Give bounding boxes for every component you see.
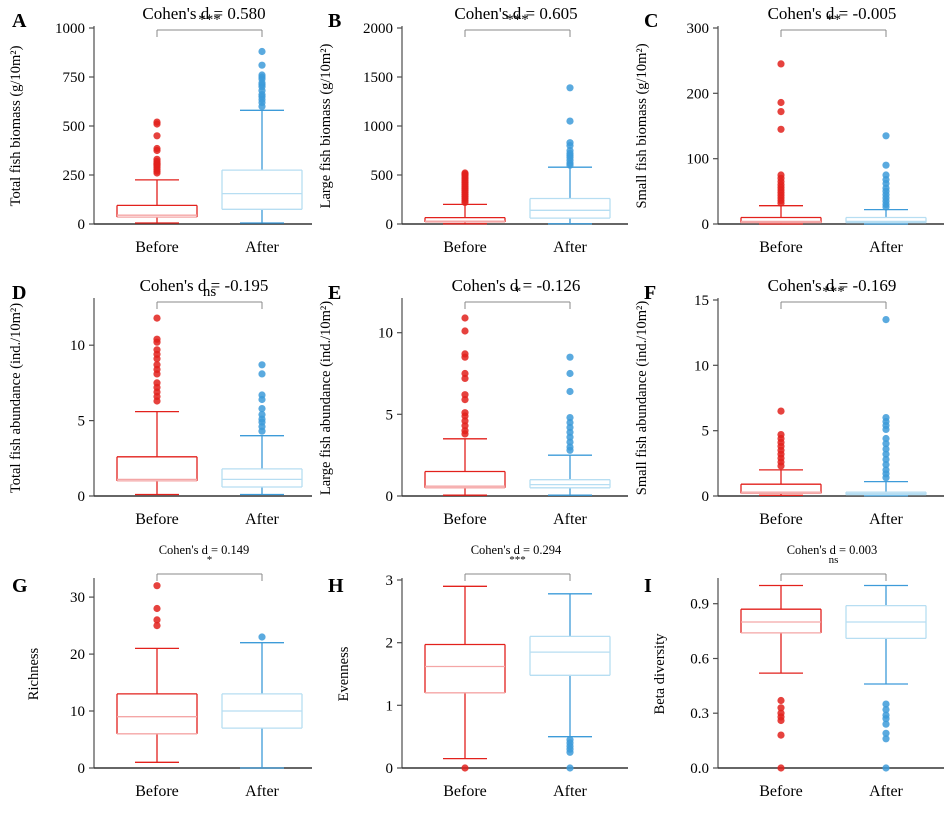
- svg-text:750: 750: [63, 70, 86, 86]
- svg-text:Total fish abundance (ind./10m: Total fish abundance (ind./10m²): [8, 303, 24, 493]
- svg-text:Cohen's d = 0.149: Cohen's d = 0.149: [159, 543, 250, 557]
- svg-text:G: G: [12, 575, 28, 597]
- svg-text:300: 300: [687, 21, 710, 37]
- svg-text:Large fish biomass (g/10m²): Large fish biomass (g/10m²): [318, 43, 334, 208]
- svg-text:C: C: [644, 10, 658, 32]
- svg-text:Before: Before: [443, 239, 487, 256]
- svg-text:After: After: [245, 239, 279, 256]
- svg-text:Beta diversity: Beta diversity: [652, 633, 668, 715]
- svg-text:1000: 1000: [363, 119, 393, 135]
- svg-text:10: 10: [70, 704, 85, 720]
- svg-text:After: After: [553, 239, 587, 256]
- svg-text:I: I: [644, 575, 652, 597]
- svg-text:0: 0: [702, 489, 710, 505]
- svg-text:After: After: [245, 783, 279, 800]
- svg-text:Before: Before: [759, 783, 803, 800]
- svg-text:500: 500: [63, 119, 86, 135]
- svg-text:1000: 1000: [55, 21, 85, 37]
- svg-text:15: 15: [694, 293, 709, 309]
- svg-text:After: After: [245, 511, 279, 528]
- svg-text:B: B: [328, 10, 341, 32]
- svg-text:Before: Before: [759, 239, 803, 256]
- svg-text:E: E: [328, 282, 341, 304]
- svg-text:F: F: [644, 282, 656, 304]
- svg-text:0: 0: [386, 217, 394, 233]
- svg-text:0: 0: [78, 761, 86, 777]
- svg-text:**: **: [826, 12, 841, 28]
- svg-text:Evenness: Evenness: [336, 646, 352, 701]
- svg-text:Before: Before: [759, 511, 803, 528]
- svg-text:***: ***: [198, 12, 221, 28]
- svg-text:Large fish abundance (ind./10m: Large fish abundance (ind./10m²): [318, 301, 334, 495]
- svg-text:Before: Before: [135, 511, 179, 528]
- svg-text:*: *: [207, 554, 213, 566]
- svg-text:0: 0: [386, 761, 394, 777]
- svg-text:500: 500: [371, 168, 394, 184]
- svg-text:H: H: [328, 575, 344, 597]
- svg-text:ns: ns: [203, 284, 217, 300]
- svg-text:0.9: 0.9: [690, 597, 709, 613]
- svg-text:***: ***: [822, 284, 845, 300]
- svg-text:1: 1: [386, 698, 394, 714]
- svg-text:30: 30: [70, 590, 85, 606]
- svg-text:200: 200: [687, 86, 710, 102]
- svg-text:Small fish biomass (g/10m²): Small fish biomass (g/10m²): [634, 43, 650, 208]
- svg-text:***: ***: [509, 554, 526, 566]
- svg-text:20: 20: [70, 647, 85, 663]
- svg-text:2000: 2000: [363, 21, 393, 37]
- svg-text:10: 10: [694, 358, 709, 374]
- svg-text:After: After: [869, 783, 903, 800]
- svg-text:Before: Before: [135, 239, 179, 256]
- svg-text:ns: ns: [829, 554, 839, 566]
- svg-text:Before: Before: [135, 783, 179, 800]
- svg-text:100: 100: [687, 152, 710, 168]
- svg-text:*: *: [514, 284, 522, 300]
- svg-text:10: 10: [70, 338, 85, 354]
- svg-text:Richness: Richness: [26, 647, 42, 700]
- svg-text:5: 5: [78, 414, 86, 430]
- svg-text:5: 5: [702, 424, 710, 440]
- svg-text:0: 0: [386, 489, 394, 505]
- svg-text:After: After: [869, 511, 903, 528]
- svg-text:0: 0: [78, 489, 86, 505]
- svg-text:0: 0: [702, 217, 710, 233]
- svg-text:Before: Before: [443, 511, 487, 528]
- svg-text:0.3: 0.3: [690, 706, 709, 722]
- svg-text:0.0: 0.0: [690, 761, 709, 777]
- svg-text:5: 5: [386, 407, 394, 423]
- svg-text:After: After: [869, 239, 903, 256]
- svg-text:Before: Before: [443, 783, 487, 800]
- svg-text:10: 10: [378, 326, 393, 342]
- svg-text:Small fish abundance (ind./10m: Small fish abundance (ind./10m²): [634, 301, 650, 496]
- svg-text:250: 250: [63, 168, 86, 184]
- svg-text:1500: 1500: [363, 70, 393, 86]
- svg-text:0: 0: [78, 217, 86, 233]
- svg-text:After: After: [553, 783, 587, 800]
- svg-text:D: D: [12, 282, 26, 304]
- svg-text:A: A: [12, 10, 27, 32]
- svg-text:After: After: [553, 511, 587, 528]
- svg-text:Total fish biomass (g/10m²): Total fish biomass (g/10m²): [8, 45, 24, 206]
- svg-text:2: 2: [386, 636, 394, 652]
- svg-text:3: 3: [386, 573, 394, 589]
- svg-text:***: ***: [506, 12, 529, 28]
- svg-text:0.6: 0.6: [690, 652, 709, 668]
